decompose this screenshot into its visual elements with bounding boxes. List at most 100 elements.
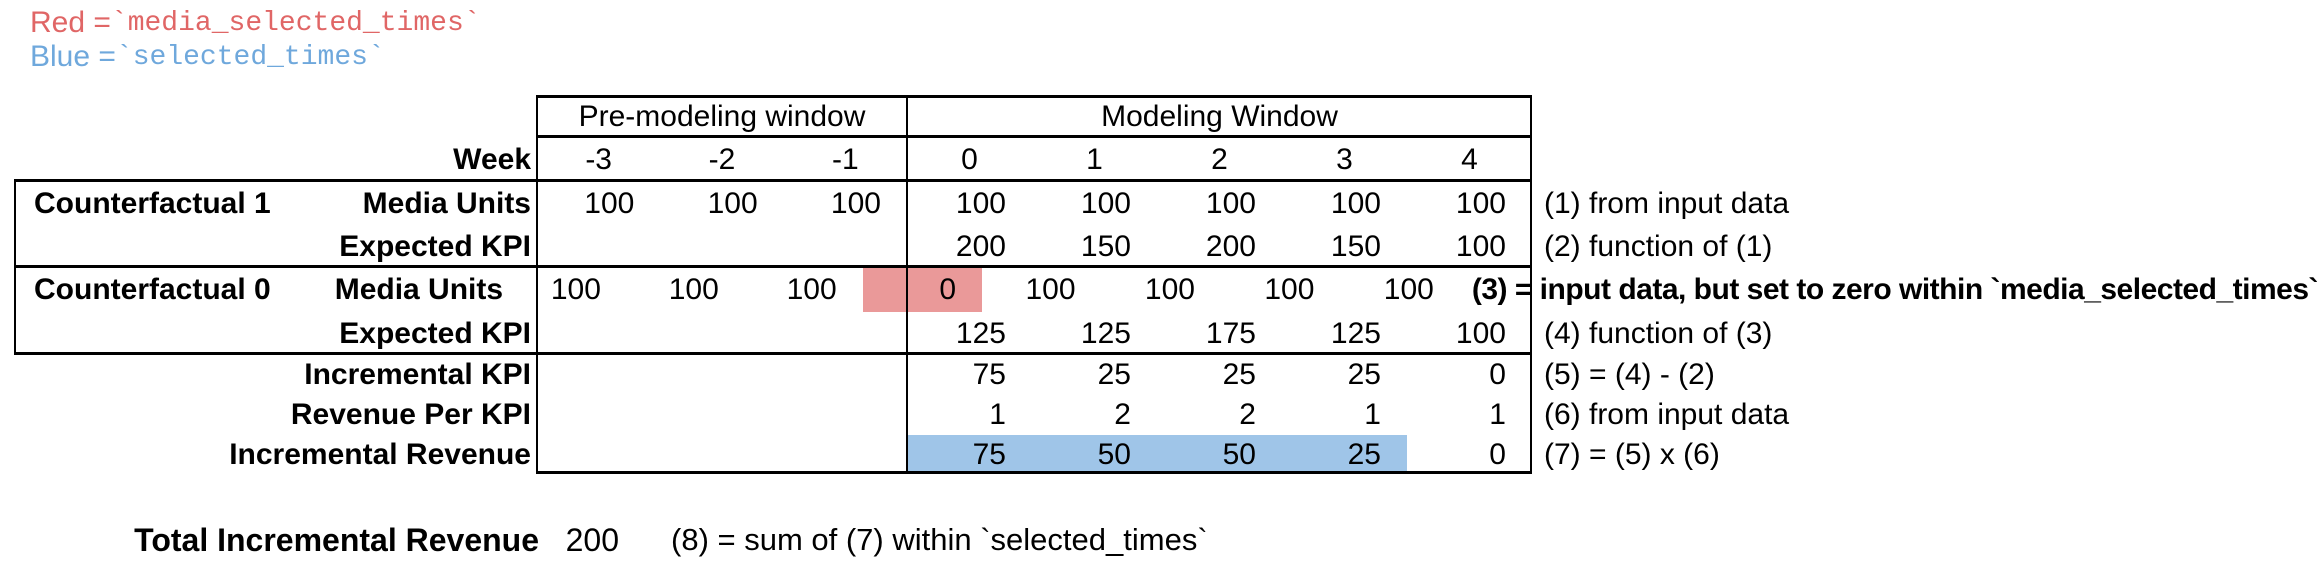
row-annotation: (1) from input data — [1543, 186, 1790, 220]
value-cell: 100 — [1080, 186, 1131, 220]
value-cell: 0 — [1489, 437, 1506, 471]
table-border-line — [1530, 95, 1532, 474]
row-label-cell: Expected KPI — [14, 225, 537, 268]
row-annotation: (4) function of (3) — [1543, 316, 1773, 350]
blue-highlight-cell: 75 — [906, 435, 1032, 474]
table-row: Counterfactual 0 Media Units 100 100 100… — [14, 268, 2318, 312]
week-header-cell: 0 — [961, 143, 978, 176]
row-annotation: (3) = input data, but set to zero within… — [1471, 273, 2318, 306]
group-label: Counterfactual 1 — [34, 186, 271, 220]
value-cell: 100 — [955, 186, 1006, 220]
value-cell: 150 — [1080, 229, 1131, 263]
value-cell — [784, 225, 907, 268]
value-cell — [660, 225, 783, 268]
table-border-line — [537, 135, 1532, 138]
table-border-line — [536, 95, 538, 474]
value-cell — [537, 312, 660, 355]
value-cell: 100 — [584, 186, 635, 220]
table-row: Expected KPI 200 150 200 150 100 (2) fun… — [14, 225, 2318, 268]
value-cell: 175 — [1205, 316, 1256, 350]
value-cell: 100 — [1455, 316, 1506, 350]
blue-highlight-cell: 50 — [1156, 435, 1282, 474]
value-cell — [784, 312, 907, 355]
counterfactual-table: Pre-modeling window Modeling Window Week… — [14, 95, 2318, 474]
table-row: Expected KPI 125 125 175 125 100 (4) fun… — [14, 312, 2318, 355]
value-cell: 2 — [1114, 398, 1131, 431]
row-annotation: (7) = (5) x (6) — [1543, 437, 1720, 471]
table-border-line — [14, 179, 1532, 182]
week-label: Week — [453, 143, 531, 176]
value-cell: 0 — [1489, 358, 1506, 391]
value-cell: 1 — [1489, 398, 1506, 431]
total-line: Total Incremental Revenue 200 (8) = sum … — [0, 522, 2318, 558]
week-header-cell: 2 — [1211, 143, 1228, 176]
value-cell — [537, 435, 660, 474]
legend-red-code: `media_selected_times` — [110, 7, 481, 39]
total-annotation: (8) = sum of (7) within `selected_times` — [671, 522, 1208, 557]
row-label-cell: Incremental KPI — [14, 355, 537, 395]
value-cell — [784, 355, 907, 395]
row-label: Revenue Per KPI — [290, 398, 531, 431]
value-cell: 200 — [955, 229, 1006, 263]
week-header-cell: -2 — [708, 143, 736, 176]
value-cell: 100 — [1330, 186, 1381, 220]
row-label: Media Units — [362, 186, 531, 220]
value-cell: 100 — [1144, 273, 1195, 306]
note-spacer — [1532, 138, 2318, 182]
value-cell: 100 — [1455, 186, 1506, 220]
legend-red-label: Red = — [30, 6, 111, 39]
value-cell — [660, 435, 783, 474]
value-cell: 100 — [1205, 186, 1256, 220]
value-cell: 100 — [668, 273, 719, 306]
window-header-row: Pre-modeling window Modeling Window — [14, 95, 2318, 138]
legend-blue-code: `selected_times` — [115, 41, 385, 73]
value-cell — [537, 225, 660, 268]
blue-highlight-cell: 25 — [1281, 435, 1407, 474]
value-cell — [537, 355, 660, 395]
table-border-line — [14, 179, 16, 355]
week-header-cell: 3 — [1336, 143, 1353, 176]
value-cell: 100 — [1455, 229, 1506, 263]
legend-red-line: Red = `media_selected_times` — [30, 6, 481, 40]
red-highlight-cell: 0 — [862, 268, 983, 312]
value-cell: 100 — [1264, 273, 1315, 306]
week-row: Week -3 -2 -1 0 1 2 3 4 — [14, 138, 2318, 182]
value-cell: 2 — [1239, 398, 1256, 431]
table-row: Counterfactual 1 Media Units 100 100 100… — [14, 182, 2318, 225]
row-label: Expected KPI — [339, 229, 531, 263]
value-cell: 125 — [1330, 316, 1381, 350]
week-header-cell: 1 — [1086, 143, 1103, 176]
row-label-cell: Counterfactual 1 Media Units — [14, 182, 537, 225]
row-annotation: (5) = (4) - (2) — [1543, 358, 1715, 391]
value-cell: 100 — [1383, 273, 1434, 306]
week-header-cell: -1 — [831, 143, 859, 176]
table-border-line — [14, 265, 1532, 268]
row-label: Expected KPI — [339, 316, 531, 350]
color-legend: Red = `media_selected_times` Blue = `sel… — [30, 6, 481, 74]
table-row: Incremental KPI 75 25 25 25 0 (5) = (4) … — [14, 355, 2318, 395]
value-cell — [537, 395, 660, 435]
row-annotation: (2) function of (1) — [1543, 229, 1773, 263]
week-header-cell: -3 — [585, 143, 612, 176]
value-cell: 100 — [1025, 273, 1076, 306]
legend-blue-line: Blue = `selected_times` — [30, 40, 481, 74]
row-annotation: (6) from input data — [1543, 398, 1790, 431]
value-cell — [660, 395, 783, 435]
value-cell: 75 — [972, 358, 1006, 391]
row-label-cell: Incremental Revenue — [14, 435, 537, 474]
table-border-line — [14, 352, 1532, 355]
value-cell: 100 — [830, 186, 881, 220]
row-label-cell: Revenue Per KPI — [14, 395, 537, 435]
value-cell: 25 — [1222, 358, 1256, 391]
value-cell: 25 — [1097, 358, 1131, 391]
row-label: Media Units — [334, 273, 504, 306]
value-cell — [784, 435, 907, 474]
table-row: Revenue Per KPI 1 2 2 1 1 (6) from input… — [14, 395, 2318, 435]
group-label: Counterfactual 0 — [34, 273, 271, 306]
value-cell — [660, 355, 783, 395]
value-cell: 125 — [1080, 316, 1131, 350]
value-cell: 25 — [1347, 358, 1381, 391]
legend-blue-label: Blue = — [30, 40, 116, 73]
table-border-line — [906, 95, 908, 474]
value-cell: 1 — [989, 398, 1006, 431]
